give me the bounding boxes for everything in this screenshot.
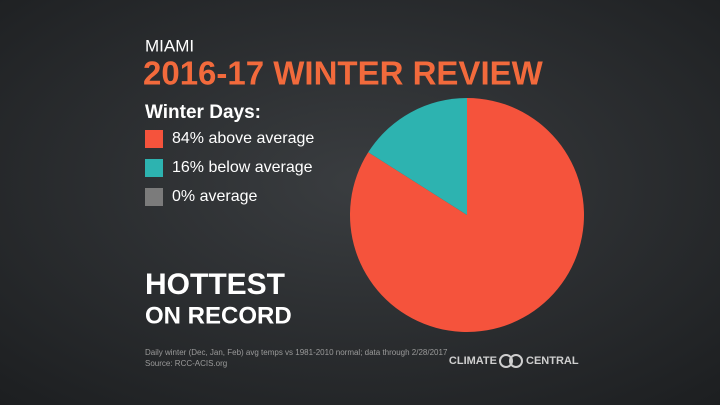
legend-label: 16% below average [172,159,313,176]
legend-title: Winter Days: [145,102,261,123]
footnote: Daily winter (Dec, Jan, Feb) avg temps v… [145,348,448,357]
logo-text: CENTRAL [526,355,579,367]
legend-swatch [145,130,163,148]
legend-label: 84% above average [172,130,314,147]
chart-title: 2016-17 WINTER REVIEW [143,55,544,92]
annotation: HOTTEST [145,268,285,301]
legend-swatch [145,188,163,206]
logo-text: CLIMATE [449,355,497,367]
pie-slice [350,98,585,332]
legend-label: 0% average [172,188,257,205]
logo-icon [499,354,523,368]
subtitle: MIAMI [145,36,194,55]
annotation: ON RECORD [145,302,292,329]
legend-swatch [145,159,163,177]
pie-slice [368,98,467,215]
footnote: Source: RCC-ACIS.org [145,359,227,368]
